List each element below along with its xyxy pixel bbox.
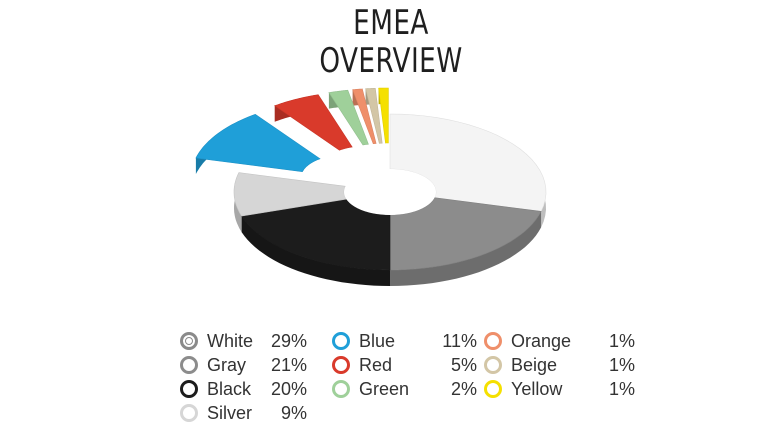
slice-side-gray: [390, 211, 542, 286]
chart-title: EMEA OVERVIEW: [55, 4, 728, 80]
legend-item-green: Green 2%: [332, 378, 477, 400]
legend-item-black: Black 20%: [180, 378, 307, 400]
legend-value-blue: 11%: [442, 330, 477, 351]
chart-title-line-1: EMEA: [353, 3, 429, 43]
slice-green: [328, 89, 369, 146]
chart-legend: White 29% Gray 21% Black 20% Silver 9% Blue 11% Re…: [180, 330, 640, 430]
legend-item-yellow: Yellow 1%: [484, 378, 635, 400]
chart-title-line-2: OVERVIEW: [319, 41, 463, 81]
legend-value-white: 29%: [270, 330, 307, 351]
legend-value-beige: 1%: [608, 354, 635, 375]
legend-swatch-yellow: [484, 380, 502, 398]
legend-value-gray: 21%: [270, 354, 307, 375]
slice-yellow: [378, 87, 389, 144]
legend-label-gray: Gray: [207, 354, 247, 375]
legend-label-silver: Silver: [207, 402, 253, 423]
slice-tops: [195, 87, 547, 271]
legend-swatch-blue: [332, 332, 350, 350]
legend-swatch-silver: [180, 404, 198, 422]
slice-blue: [195, 113, 321, 173]
legend-swatch-orange: [484, 332, 502, 350]
legend-swatch-red: [332, 356, 350, 374]
legend-label-black: Black: [207, 378, 252, 399]
legend-item-red: Red 5%: [332, 354, 477, 376]
legend-item-gray: Gray 21%: [180, 354, 307, 376]
legend-value-green: 2%: [450, 378, 477, 399]
legend-label-red: Red: [359, 354, 393, 375]
legend-label-white: White: [207, 330, 254, 351]
donut-hole: [344, 169, 436, 215]
legend-label-blue: Blue: [359, 330, 396, 351]
legend-value-orange: 1%: [608, 330, 635, 351]
slice-orange: [352, 88, 377, 144]
legend-label-orange: Orange: [511, 330, 572, 351]
legend-item-white: White 29%: [180, 330, 307, 352]
donut-chart: [195, 87, 547, 286]
legend-item-silver: Silver 9%: [180, 402, 307, 424]
legend-swatch-beige: [484, 356, 502, 374]
legend-swatch-gray: [180, 356, 198, 374]
legend-label-yellow: Yellow: [511, 378, 563, 399]
legend-value-silver: 9%: [280, 402, 307, 423]
legend-value-black: 20%: [270, 378, 307, 399]
legend-value-yellow: 1%: [608, 378, 635, 399]
slice-red: [274, 94, 353, 151]
legend-item-blue: Blue 11%: [332, 330, 477, 352]
slice-side-black: [241, 216, 390, 286]
legend-label-beige: Beige: [511, 354, 558, 375]
legend-swatch-green: [332, 380, 350, 398]
legend-swatch-black: [180, 380, 198, 398]
legend-value-red: 5%: [450, 354, 477, 375]
slice-beige: [365, 88, 383, 144]
legend-swatch-white: [180, 332, 198, 350]
legend-item-beige: Beige 1%: [484, 354, 635, 376]
legend-label-green: Green: [359, 378, 410, 399]
legend-item-orange: Orange 1%: [484, 330, 635, 352]
